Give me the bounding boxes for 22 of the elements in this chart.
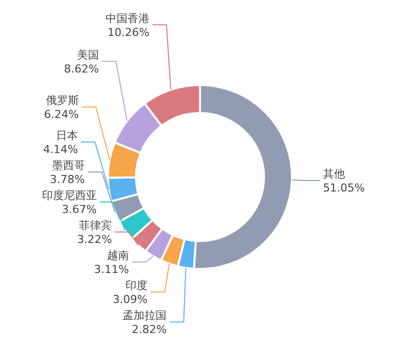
data-label: 51.05% — [322, 182, 365, 195]
data-label: 6.24% — [44, 108, 79, 121]
slice-label: 越南 — [106, 249, 129, 262]
data-label: 3.67% — [62, 203, 97, 216]
data-label: 2.82% — [132, 323, 167, 336]
slice-label: 墨西哥 — [52, 159, 85, 172]
slice-label: 印度尼西亚 — [42, 189, 97, 202]
slice-label: 日本 — [56, 129, 78, 142]
slice-label: 其他 — [322, 168, 345, 181]
data-label: 8.62% — [64, 62, 99, 76]
slice-label: 菲律宾 — [79, 219, 112, 232]
data-label: 3.78% — [50, 173, 85, 186]
data-label: 3.11% — [94, 263, 129, 276]
slice-label: 孟加拉国 — [122, 309, 167, 322]
data-label: 3.09% — [112, 293, 148, 306]
data-label: 4.14% — [43, 143, 78, 156]
slice-label: 中国香港 — [105, 12, 150, 25]
slice-label: 俄罗斯 — [46, 94, 79, 107]
slice-label: 印度 — [126, 279, 148, 292]
data-label: 10.26% — [107, 26, 150, 39]
data-label: 3.22% — [77, 233, 112, 246]
slice-label: 美国 — [76, 48, 99, 62]
